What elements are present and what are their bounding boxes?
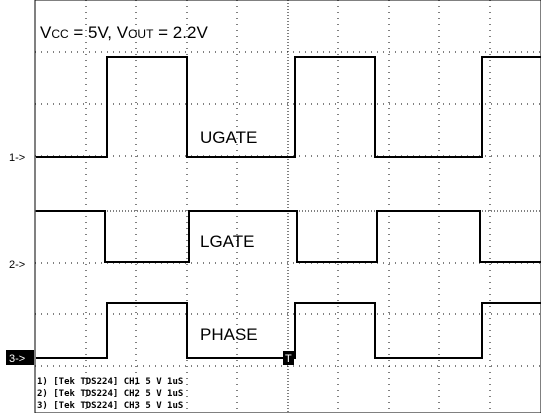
footer-line: 3) [Tek TDS224] CH3 5 V 1uS [37,401,183,411]
marker-box [6,350,34,365]
phase-wave [36,302,541,359]
footer-line: 2) [Tek TDS224] CH2 5 V 1uS [37,389,183,399]
trace-label: PHASE [200,325,258,344]
title: VCC = 5V, VOUT = 2.2V [40,23,208,42]
trigger-box [283,351,294,365]
ugate-wave [36,56,541,158]
footer-line: 1) [Tek TDS224] CH1 5 V 1uS [37,377,183,387]
trace-marker: 1-> [9,152,25,164]
lgate-wave [36,210,541,263]
trace-marker: 3-> [9,353,25,365]
trace-label: UGATE [200,128,257,147]
screen-frame [34,0,541,413]
trigger-marker: T [285,353,292,365]
trace-marker: 2-> [9,259,25,271]
trace-label: LGATE [200,232,254,251]
